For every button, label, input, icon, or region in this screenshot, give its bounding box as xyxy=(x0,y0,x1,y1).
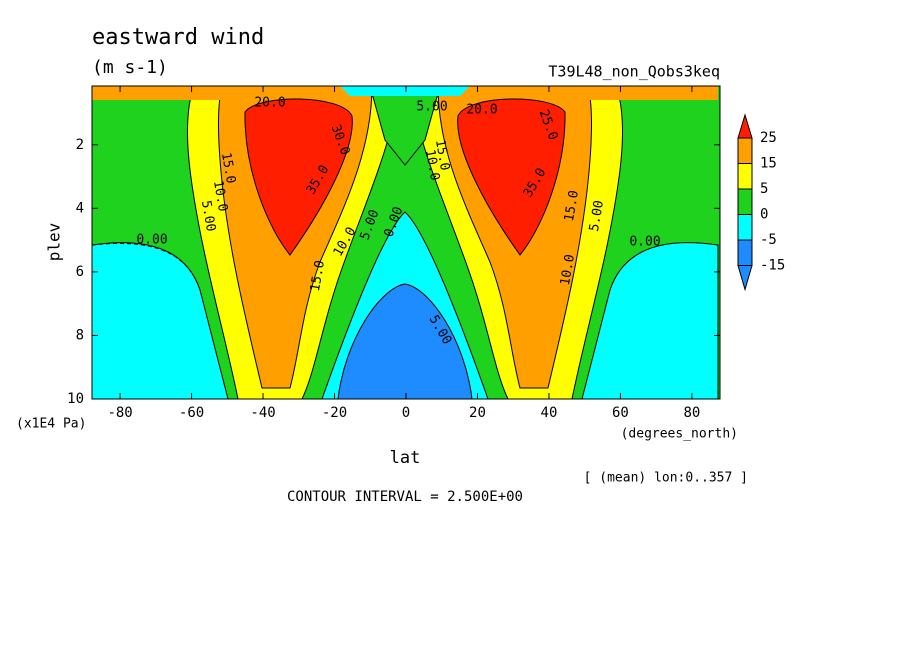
y-tick-label: 4 xyxy=(76,200,84,216)
x-tick-label: -80 xyxy=(107,405,132,421)
y-tick-label: 6 xyxy=(76,264,84,280)
note: [ (mean) lon:0..357 ] xyxy=(584,471,748,486)
colorbar-triangle xyxy=(737,265,753,292)
contour-label: 10.0 xyxy=(558,253,578,286)
contour-label: 5.00 xyxy=(416,100,447,115)
x-tick-label: 40 xyxy=(541,405,558,421)
colorbar-box xyxy=(737,163,753,190)
contour-label: 5.00 xyxy=(198,199,218,232)
half xyxy=(92,86,396,399)
colorbar-triangle xyxy=(737,113,753,139)
chart-subtitle: (m s-1) xyxy=(92,57,168,78)
colorbar-label: -5 xyxy=(760,232,777,248)
colorbar-box xyxy=(737,239,753,266)
fill-region xyxy=(337,283,473,399)
x-axis-label: lat xyxy=(390,448,421,468)
x-tick-label: -40 xyxy=(250,405,275,421)
y-axis-label: plev xyxy=(45,223,64,262)
footer: CONTOUR INTERVAL = 2.500E+00 xyxy=(287,489,523,505)
y-unit: (x1E4 Pa) xyxy=(16,417,86,432)
contour-label: 5.00 xyxy=(587,199,607,232)
y-tick-label: 2 xyxy=(76,137,84,153)
fill-region xyxy=(369,86,441,166)
x-tick-label: -60 xyxy=(179,405,204,421)
colorbar-label: 25 xyxy=(760,130,777,146)
contour-label: 15.0 xyxy=(562,189,582,222)
contour-label: 15.0 xyxy=(218,151,238,184)
chart-title: eastward wind xyxy=(92,25,264,50)
fill-region xyxy=(457,98,566,256)
field xyxy=(92,86,720,399)
fill-region xyxy=(92,242,229,399)
fill-region xyxy=(581,242,719,399)
x-tick-label: 80 xyxy=(683,405,700,421)
colorbar-box xyxy=(737,214,753,241)
contour-label: 10.0 xyxy=(422,148,442,181)
half xyxy=(414,86,719,399)
colorbar-label: 0 xyxy=(760,207,768,223)
contour-label: 10.0 xyxy=(210,179,230,212)
fill-region xyxy=(244,98,353,256)
colorbar-box xyxy=(737,137,753,164)
contour-label: 20.0 xyxy=(254,96,285,111)
contour-label: 0.00 xyxy=(136,233,167,248)
contour-line xyxy=(92,242,201,291)
colorbar-label: 15 xyxy=(760,156,777,172)
x-tick-label: -20 xyxy=(322,405,347,421)
x-tick-label: 60 xyxy=(612,405,629,421)
x-tick-label: 20 xyxy=(469,405,486,421)
contour-label: 15.0 xyxy=(432,138,452,171)
x-unit: (degrees_north) xyxy=(621,427,738,442)
fill-region xyxy=(340,86,470,96)
fill-region xyxy=(92,86,230,100)
fill-region xyxy=(580,86,718,100)
colorbar-label: -15 xyxy=(760,258,785,274)
contour-label: 15.0 xyxy=(308,259,328,292)
y-tick-label: 8 xyxy=(76,327,84,343)
colorbar-label: 5 xyxy=(760,181,768,197)
y-tick-label: 10 xyxy=(67,391,84,407)
contour-label: 20.0 xyxy=(466,103,497,118)
contour-label: 0.00 xyxy=(629,235,660,250)
x-tick-label: 0 xyxy=(402,405,410,421)
colorbar-box xyxy=(737,188,753,215)
run-label: T39L48_non_Qobs3keq xyxy=(548,63,720,81)
